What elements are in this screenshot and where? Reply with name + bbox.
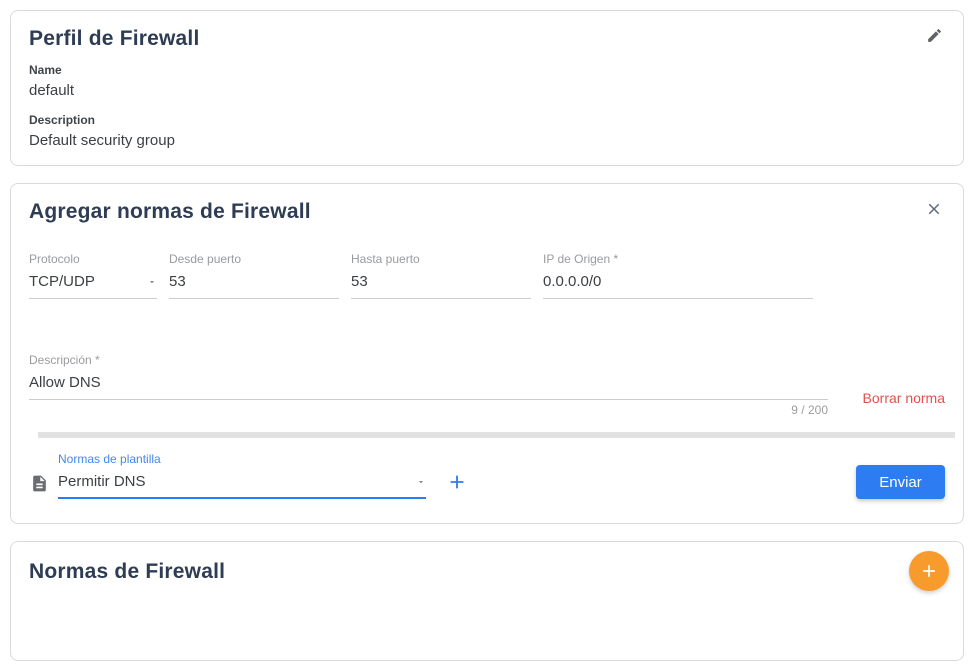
close-card-button[interactable] xyxy=(923,198,945,220)
from-port-label: Desde puerto xyxy=(169,252,242,266)
plus-icon xyxy=(450,475,464,489)
template-row: Normas de plantilla Permitir DNS Enviar xyxy=(29,452,945,499)
template-rules-select[interactable]: Permitir DNS xyxy=(58,473,426,499)
close-icon xyxy=(928,203,940,215)
chevron-down-icon xyxy=(149,281,155,284)
rules-card-title: Normas de Firewall xyxy=(29,560,226,583)
document-icon xyxy=(30,474,49,493)
character-counter: 9 / 200 xyxy=(791,403,828,417)
from-port-field: Desde puerto xyxy=(169,252,339,299)
add-rules-card-header: Agregar normas de Firewall xyxy=(29,200,945,224)
add-rule-fab[interactable] xyxy=(909,551,949,591)
profile-name-field: Name default xyxy=(29,63,945,101)
source-ip-input[interactable] xyxy=(543,273,813,291)
add-rules-card-title: Agregar normas de Firewall xyxy=(29,200,311,223)
profile-description-label: Description xyxy=(29,113,96,127)
to-port-input[interactable] xyxy=(351,273,531,291)
protocol-field: Protocolo TCP/UDP xyxy=(29,252,157,299)
add-firewall-rules-card: Agregar normas de Firewall Protocolo TCP… xyxy=(10,183,964,524)
rule-description-input[interactable] xyxy=(29,374,828,392)
pencil-icon xyxy=(928,29,941,42)
to-port-field: Hasta puerto xyxy=(351,252,531,299)
template-rules-value: Permitir DNS xyxy=(58,473,146,490)
profile-name-label: Name xyxy=(29,63,62,77)
edit-profile-button[interactable] xyxy=(924,25,945,46)
template-rules-label: Normas de plantilla xyxy=(58,452,161,466)
from-port-input[interactable] xyxy=(169,273,339,291)
rule-description-label: Descripción * xyxy=(29,353,100,367)
to-port-label: Hasta puerto xyxy=(351,252,420,266)
profile-name-value: default xyxy=(29,82,75,99)
profile-card-title: Perfil de Firewall xyxy=(29,27,200,50)
firewall-rules-card: Normas de Firewall xyxy=(10,541,964,661)
rule-description-field: Descripción * 9 / 200 xyxy=(29,353,828,417)
submit-button[interactable]: Enviar xyxy=(856,465,945,499)
add-template-rule-button[interactable] xyxy=(444,469,470,495)
from-port-control xyxy=(169,273,339,299)
protocol-label: Protocolo xyxy=(29,252,80,266)
profile-card-header: Perfil de Firewall xyxy=(29,27,945,51)
chevron-down-icon xyxy=(418,481,424,484)
protocol-value: TCP/UDP xyxy=(29,273,95,290)
profile-description-field: Description Default security group xyxy=(29,113,945,151)
source-ip-control xyxy=(543,273,813,299)
section-divider xyxy=(38,432,955,438)
description-row: Descripción * 9 / 200 Borrar norma xyxy=(29,353,945,417)
plus-icon xyxy=(923,565,935,577)
profile-description-value: Default security group xyxy=(29,132,175,149)
to-port-control xyxy=(351,273,531,299)
source-ip-label: IP de Origen * xyxy=(543,252,619,266)
firewall-profile-card: Perfil de Firewall Name default Descript… xyxy=(10,10,964,166)
delete-rule-link[interactable]: Borrar norma xyxy=(863,378,945,417)
protocol-select[interactable]: TCP/UDP xyxy=(29,273,157,299)
source-ip-field: IP de Origen * xyxy=(543,252,813,299)
template-rules-field: Normas de plantilla Permitir DNS xyxy=(58,452,426,499)
rule-fields-row: Protocolo TCP/UDP Desde puerto Hasta pue… xyxy=(29,252,945,299)
rule-description-control xyxy=(29,374,828,400)
